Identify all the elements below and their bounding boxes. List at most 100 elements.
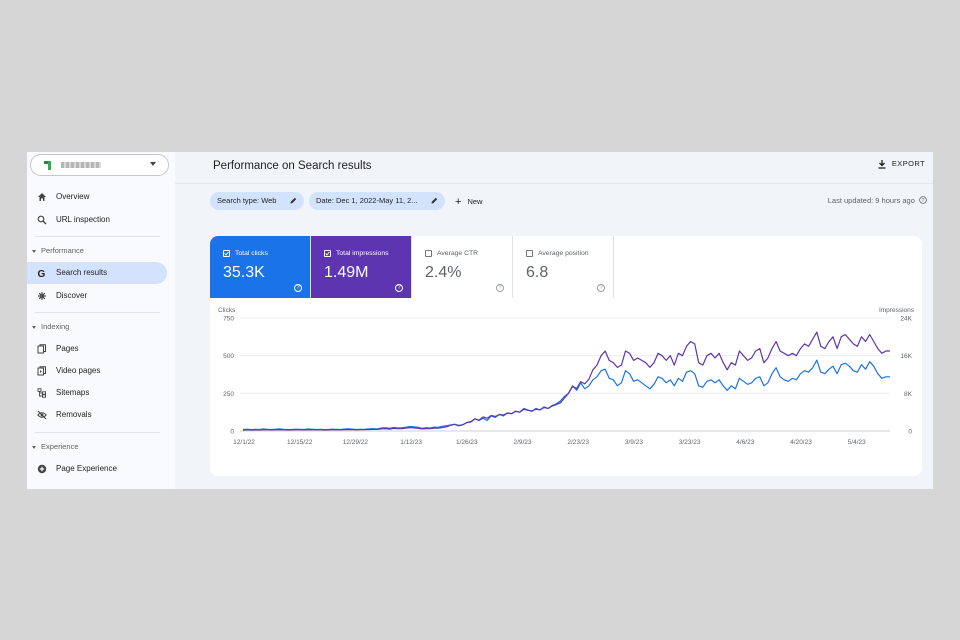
y-tick-left: 500 — [223, 353, 234, 360]
x-tick-label: 12/29/22 — [343, 439, 369, 446]
google-g-icon: G — [38, 269, 46, 278]
sidebar-item-discover[interactable]: Discover — [27, 285, 167, 307]
help-icon[interactable]: ? — [395, 284, 403, 292]
x-tick-label: 4/20/23 — [790, 439, 812, 446]
metric-total-impressions[interactable]: Total impressions 1.49M ? — [311, 236, 412, 298]
sidebar-item-label: Overview — [56, 192, 90, 201]
sidebar-item-video-pages[interactable]: Video pages — [27, 360, 167, 382]
asterisk-icon — [38, 292, 46, 300]
section-experience[interactable]: Experience — [32, 442, 79, 451]
section-label: Performance — [41, 246, 84, 255]
sidebar-item-label: Video pages — [56, 366, 101, 375]
metric-average-position[interactable]: Average position 6.8 ? — [513, 236, 614, 298]
svg-text:G: G — [38, 269, 46, 278]
y-tick-right: 16K — [900, 353, 912, 360]
last-updated-text: Last updated: 9 hours ago — [827, 196, 915, 205]
help-icon[interactable]: ? — [496, 284, 504, 292]
plus-circle-icon — [37, 464, 47, 474]
x-tick-label: 12/15/22 — [287, 439, 313, 446]
pencil-icon — [290, 197, 297, 204]
sidebar: Overview URL inspection Performance G Se… — [27, 152, 175, 489]
pages-icon — [37, 344, 46, 354]
x-tick-label: 3/9/23 — [625, 439, 643, 446]
metric-value: 6.8 — [526, 264, 549, 281]
sidebar-item-removals[interactable]: Removals — [27, 404, 167, 426]
chip-label: Search type: Web — [217, 196, 277, 205]
x-tick-label: 3/23/23 — [679, 439, 701, 446]
new-filter-button[interactable]: + New — [455, 196, 482, 208]
y-tick-left: 250 — [223, 391, 234, 398]
section-label: Experience — [41, 442, 79, 451]
search-icon — [37, 215, 47, 225]
metric-label: Total clicks — [235, 250, 268, 257]
property-selector[interactable] — [30, 154, 169, 176]
y-axis-right-title: Impressions — [879, 307, 915, 314]
performance-chart: Clicks Impressions 750 24K 500 16K 250 8K 0 0 12/1… — [218, 307, 915, 446]
divider — [35, 432, 160, 433]
metric-label: Total impressions — [336, 250, 389, 257]
sidebar-item-label: Discover — [56, 291, 88, 300]
new-label: New — [467, 197, 483, 206]
divider — [35, 312, 160, 313]
metric-average-ctr[interactable]: Average CTR 2.4% ? — [412, 236, 513, 298]
checkbox-unchecked[interactable] — [425, 250, 432, 257]
plus-icon: + — [455, 196, 462, 208]
sidebar-item-label: Page Experience — [56, 464, 117, 473]
y-tick-right: 8K — [904, 391, 913, 398]
sidebar-item-search-results[interactable]: G Search results — [27, 262, 167, 284]
divider — [35, 236, 160, 237]
checkbox-checked[interactable] — [324, 250, 331, 257]
section-performance[interactable]: Performance — [32, 246, 84, 255]
x-tick-label: 12/1/22 — [233, 439, 255, 446]
sidebar-item-label: Search results — [56, 268, 108, 277]
help-icon[interactable]: ? — [294, 284, 302, 292]
sidebar-item-page-experience[interactable]: Page Experience — [27, 458, 167, 480]
sitemap-icon — [37, 388, 46, 398]
x-tick-label: 4/6/23 — [736, 439, 754, 446]
pencil-icon — [431, 197, 438, 204]
caret-down-icon — [32, 249, 36, 253]
metric-value: 2.4% — [425, 264, 462, 281]
metric-label: Average position — [538, 250, 589, 257]
sidebar-item-sitemaps[interactable]: Sitemaps — [27, 382, 167, 404]
sidebar-item-url-inspection[interactable]: URL inspection — [27, 209, 167, 231]
date-range-chip[interactable]: Date: Dec 1, 2022-May 11, 2... — [309, 192, 445, 210]
export-label: EXPORT — [891, 159, 925, 168]
sidebar-item-overview[interactable]: Overview — [27, 186, 167, 208]
y-tick-left: 0 — [230, 429, 234, 436]
sidebar-item-label: URL inspection — [56, 215, 110, 224]
download-icon — [878, 159, 886, 169]
property-name-blurred — [61, 162, 101, 168]
y-axis-left-title: Clicks — [218, 307, 236, 314]
chevron-down-icon — [150, 162, 156, 166]
checkbox-unchecked[interactable] — [526, 250, 533, 257]
metric-value: 35.3K — [223, 264, 265, 281]
sidebar-item-label: Pages — [56, 344, 79, 353]
performance-card: Total clicks 35.3K ? Total impressions 1… — [210, 236, 922, 476]
x-tick-label: 1/12/23 — [400, 439, 422, 446]
x-tick-label: 5/4/23 — [848, 439, 866, 446]
metric-total-clicks[interactable]: Total clicks 35.3K ? — [210, 236, 311, 298]
header-divider — [175, 183, 933, 184]
eye-off-icon — [37, 410, 47, 420]
sidebar-item-label: Removals — [56, 410, 92, 419]
y-tick-right: 24K — [900, 316, 912, 323]
home-icon — [38, 193, 46, 201]
y-tick-right: 0 — [908, 429, 912, 436]
help-icon[interactable]: ? — [597, 284, 605, 292]
chip-label: Date: Dec 1, 2022-May 11, 2... — [316, 196, 418, 205]
search-type-chip[interactable]: Search type: Web — [210, 192, 304, 210]
checkbox-checked[interactable] — [223, 250, 230, 257]
x-tick-label: 2/23/23 — [567, 439, 589, 446]
help-icon[interactable]: ? — [919, 196, 927, 204]
sidebar-item-pages[interactable]: Pages — [27, 338, 167, 360]
x-tick-label: 2/9/23 — [513, 439, 531, 446]
export-button[interactable]: EXPORT — [878, 159, 925, 169]
app-window: Overview URL inspection Performance G Se… — [27, 152, 933, 489]
caret-down-icon — [32, 325, 36, 329]
caret-down-icon — [32, 445, 36, 449]
section-indexing[interactable]: Indexing — [32, 322, 69, 331]
video-pages-icon — [37, 366, 46, 376]
last-updated: Last updated: 9 hours ago ? — [828, 196, 927, 205]
y-tick-left: 750 — [223, 316, 234, 323]
